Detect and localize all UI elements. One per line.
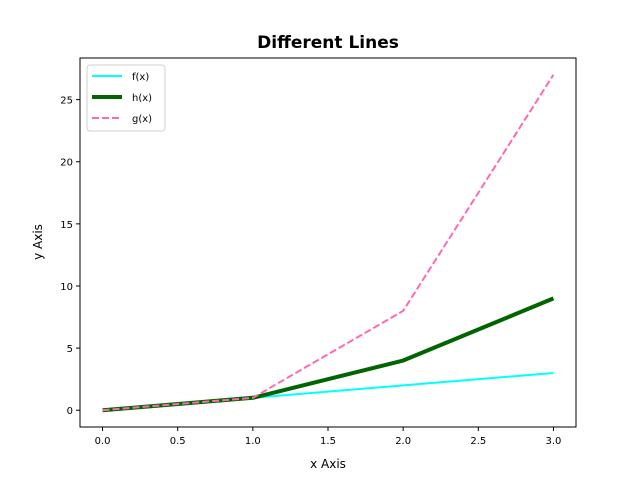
y-axis-label: y Axis <box>31 224 45 260</box>
x-tick-label: 3.0 <box>546 436 562 447</box>
series-line-1 <box>102 296 555 413</box>
plot-area <box>102 74 555 413</box>
x-axis-label: x Axis <box>310 457 346 471</box>
y-tick-label: 5 <box>67 344 73 355</box>
x-tick-label: 0.5 <box>170 436 186 447</box>
legend-label: h(x) <box>132 93 152 104</box>
y-tick-label: 0 <box>67 406 73 417</box>
x-tick-label: 1.5 <box>320 436 336 447</box>
x-tick-label: 2.0 <box>395 436 411 447</box>
y-axis-ticks: 0 5 10 15 20 25 <box>60 96 80 417</box>
y-tick-label: 10 <box>60 282 73 293</box>
y-tick-label: 25 <box>60 96 73 107</box>
legend-label: g(x) <box>132 114 152 125</box>
x-axis-ticks: 0.0 0.5 1.0 1.5 2.0 2.5 3.0 <box>95 427 562 447</box>
x-tick-label: 0.0 <box>95 436 111 447</box>
legend: f(x) h(x) g(x) <box>86 64 166 132</box>
series-line-2 <box>102 74 555 412</box>
y-tick-label: 15 <box>60 220 73 231</box>
y-tick-label: 20 <box>60 158 73 169</box>
x-tick-label: 2.5 <box>470 436 486 447</box>
legend-label: f(x) <box>132 72 149 83</box>
x-tick-label: 1.0 <box>245 436 261 447</box>
chart-title: Different Lines <box>257 33 399 53</box>
